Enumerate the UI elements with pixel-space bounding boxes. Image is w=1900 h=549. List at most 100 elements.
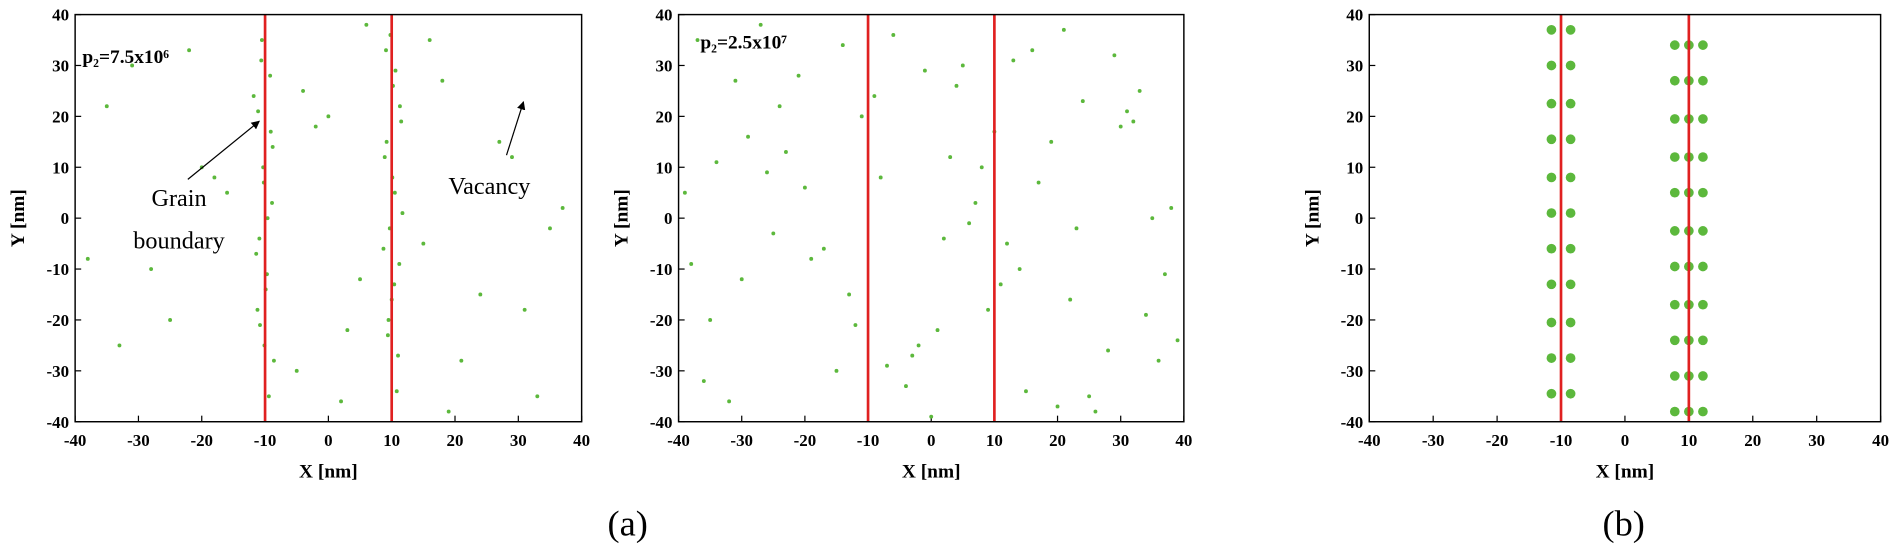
x-tick-label: 10 — [986, 431, 1003, 450]
x-tick-label: 20 — [447, 431, 464, 450]
data-point — [535, 394, 540, 399]
x-tick-label: 10 — [1680, 431, 1697, 450]
data-point — [821, 246, 826, 251]
data-point — [834, 368, 839, 373]
y-tick-label: 10 — [656, 158, 673, 177]
data-point — [382, 155, 387, 160]
data-point — [708, 318, 713, 322]
y-tick-label: 0 — [61, 209, 69, 228]
annotation: Vacancy — [448, 173, 531, 200]
annotation: boundary — [133, 227, 225, 254]
data-point — [1565, 243, 1576, 254]
data-point — [1546, 243, 1557, 254]
data-point — [1024, 389, 1028, 394]
data-point — [872, 94, 877, 98]
x-tick-label: -40 — [64, 431, 87, 450]
data-point — [998, 282, 1003, 287]
data-point — [345, 328, 350, 333]
data-point — [1162, 272, 1167, 277]
plot-frame — [677, 13, 1185, 423]
x-tick-label: -20 — [190, 431, 213, 450]
data-point — [1169, 206, 1174, 210]
y-tick-label: -40 — [1341, 413, 1364, 432]
x-tick-label: 40 — [1872, 431, 1889, 450]
data-point — [326, 114, 331, 119]
data-point — [941, 236, 946, 241]
data-point — [733, 78, 738, 83]
data-point — [478, 292, 483, 297]
data-point — [1546, 317, 1557, 328]
data-point — [1669, 114, 1680, 124]
data-point — [929, 414, 934, 419]
data-point — [1669, 75, 1680, 86]
annotation: p₂=7.5x10⁶ — [82, 47, 169, 68]
y-tick-label: 40 — [656, 6, 673, 25]
x-axis-title: X [nm] — [902, 461, 961, 482]
data-point — [255, 307, 260, 312]
annotation-arrow — [505, 101, 526, 156]
data-point — [313, 124, 318, 129]
data-point — [891, 33, 896, 37]
data-point — [1565, 208, 1576, 218]
data-point — [394, 389, 399, 394]
data-point — [922, 68, 927, 73]
data-point — [1068, 297, 1073, 302]
data-point — [1061, 27, 1066, 32]
y-tick-label: 30 — [52, 57, 69, 76]
data-point — [384, 139, 389, 144]
data-point — [1049, 139, 1054, 144]
data-point — [1698, 152, 1708, 162]
data-point — [727, 399, 732, 404]
y-tick-label: 20 — [1346, 107, 1363, 126]
data-point — [459, 358, 464, 363]
data-point — [960, 63, 965, 68]
x-tick-label: 30 — [510, 431, 527, 450]
data-point — [522, 307, 527, 312]
data-point — [1669, 261, 1680, 272]
data-point — [1669, 187, 1680, 198]
data-point — [1565, 25, 1576, 35]
data-point — [695, 38, 700, 42]
data-point — [948, 155, 953, 160]
data-point — [847, 292, 852, 297]
x-tick-label: -30 — [1422, 431, 1445, 450]
data-point — [393, 68, 398, 73]
data-point — [265, 216, 270, 221]
data-point — [392, 190, 397, 195]
data-point — [266, 394, 271, 399]
data-point — [270, 144, 275, 149]
data-point — [796, 73, 801, 78]
data-point — [910, 353, 915, 358]
data-point — [384, 48, 388, 53]
data-point — [765, 170, 769, 175]
data-point — [777, 104, 782, 109]
data-point — [758, 22, 763, 27]
y-tick-label: 0 — [664, 209, 672, 228]
annotation-arrow — [187, 120, 260, 180]
data-point — [1669, 371, 1680, 381]
data-point — [117, 343, 122, 348]
data-point — [979, 165, 984, 170]
data-point — [548, 226, 552, 231]
data-point — [85, 256, 90, 261]
data-point — [1698, 75, 1708, 86]
data-point — [1030, 48, 1035, 53]
x-tick-label: -10 — [254, 431, 277, 450]
x-tick-label: 40 — [1175, 431, 1192, 450]
data-point — [258, 323, 262, 327]
x-tick-label: 0 — [1621, 431, 1629, 450]
data-point — [1055, 404, 1060, 409]
panel-label: (b) — [1603, 504, 1645, 544]
data-point — [1698, 226, 1708, 236]
data-point — [746, 134, 750, 139]
data-point — [271, 358, 276, 363]
x-tick-label: 10 — [383, 431, 400, 450]
y-tick-label: -10 — [46, 260, 69, 279]
data-point — [1669, 406, 1680, 417]
data-point — [400, 211, 405, 216]
y-tick-label: -10 — [650, 260, 673, 279]
data-point — [1093, 409, 1098, 414]
data-point — [386, 318, 391, 322]
data-point — [392, 282, 397, 287]
data-point — [1565, 353, 1576, 363]
